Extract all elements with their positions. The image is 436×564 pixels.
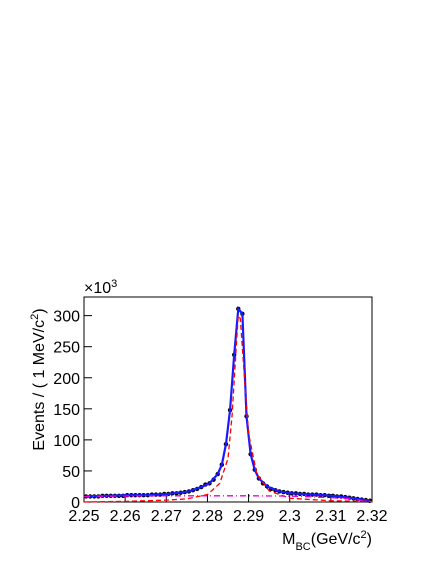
x-tick-label: 2.28 — [192, 508, 223, 525]
y-multiplier-part: ×10 — [84, 280, 111, 297]
y-axis-title-part: ) — [31, 308, 48, 313]
y-tick-label: 100 — [53, 433, 80, 450]
y-tick-label: 200 — [53, 371, 80, 388]
fit-curve — [83, 495, 373, 503]
x-tick-label: 2.29 — [233, 508, 264, 525]
y-multiplier: ×103 — [84, 278, 117, 297]
fit-curve — [83, 313, 373, 503]
x-tick-label: 2.26 — [110, 508, 141, 525]
x-axis-title: MBC(GeV/c2) — [282, 529, 372, 553]
x-tick-label: 2.25 — [68, 508, 99, 525]
y-axis-title-part: 2 — [29, 314, 41, 320]
x-axis-title-part: 2 — [361, 529, 367, 541]
x-tick-label: 2.3 — [279, 508, 301, 525]
plot-frame — [83, 296, 373, 503]
x-axis-title-part: ) — [367, 531, 372, 548]
x-axis-title-part: M — [282, 531, 295, 548]
y-tick-label: 0 — [71, 495, 80, 512]
y-tick-label: 150 — [53, 402, 80, 419]
x-tick-label: 2.32 — [356, 508, 387, 525]
y-tick-label: 250 — [53, 340, 80, 357]
x-axis-title-part: (GeV/c — [311, 531, 361, 548]
y-axis-title-part: Events / ( 1 MeV/c — [31, 320, 48, 451]
y-tick-label: 50 — [62, 464, 80, 481]
y-multiplier-part: 3 — [111, 278, 117, 290]
y-tick-label: 300 — [53, 309, 80, 326]
fit-curve — [86, 306, 371, 502]
x-tick-label: 2.27 — [151, 508, 182, 525]
x-axis-title-part: BC — [295, 541, 310, 553]
y-axis-title: Events / ( 1 MeV/c2) — [29, 308, 48, 450]
x-tick-label: 2.31 — [315, 508, 346, 525]
